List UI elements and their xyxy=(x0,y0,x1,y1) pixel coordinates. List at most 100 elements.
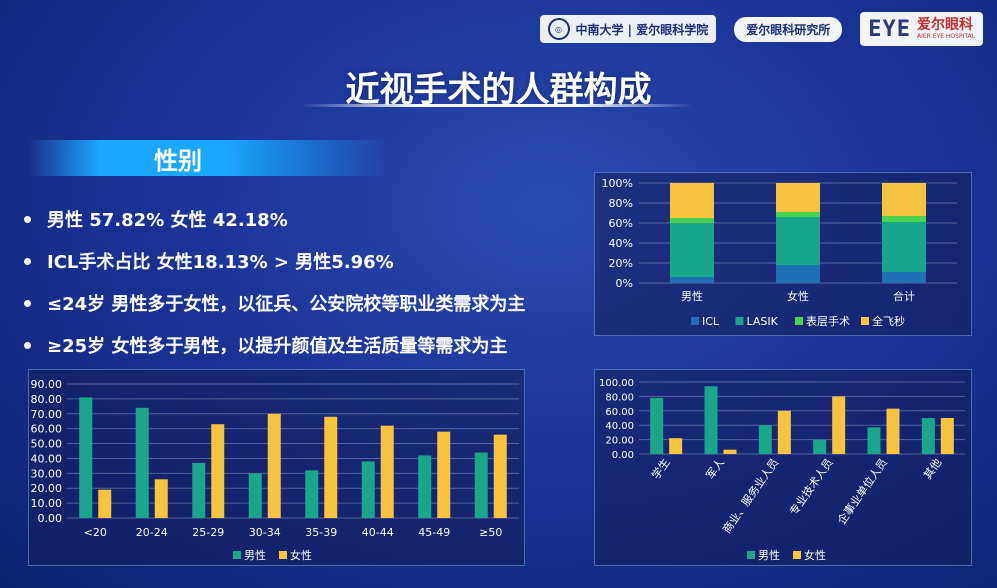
x-tick-label: 军人 xyxy=(704,456,727,481)
x-tick-label: 专业技术人员 xyxy=(786,456,835,518)
section-tag: 性别 xyxy=(28,140,388,176)
legend-swatch xyxy=(279,551,287,559)
csu-logo-text: 中南大学 | 爱尔眼科学院 xyxy=(575,22,709,37)
bar xyxy=(361,461,375,518)
bar-segment xyxy=(882,272,926,283)
x-tick-label: 20-24 xyxy=(136,526,168,539)
legend-swatch xyxy=(233,551,241,559)
x-tick-label: 商业、服务业人员 xyxy=(719,456,781,536)
x-tick-label: 30-34 xyxy=(249,526,281,539)
occupation-gender-bar-chart: 0.00 20.00 40.00 60.00 80.00 100.00 学生 军人商业、服务业… xyxy=(599,378,965,562)
bar-segment xyxy=(670,223,714,277)
y-tick-label: 40% xyxy=(609,237,633,250)
surgery-type-stacked-chart: 0% 20% 40% 60% 80% 100% 男性 女性 合计 ICL LASIK 表层手术 全飞秒 xyxy=(602,177,957,328)
bar-segment xyxy=(882,183,926,216)
csu-logo: ◎ 中南大学 | 爱尔眼科学院 xyxy=(539,15,717,43)
y-tick-label: 40.00 xyxy=(31,452,63,465)
bar xyxy=(886,408,900,454)
legend-label: 男性 xyxy=(244,548,266,562)
bar xyxy=(98,489,112,518)
legend-label: 全飞秒 xyxy=(872,314,905,328)
x-tick-label: 企事业单位人员 xyxy=(834,456,890,527)
y-tick-label: 20% xyxy=(609,257,633,270)
legend-label: 男性 xyxy=(758,548,780,562)
x-tick-label: 学生 xyxy=(649,456,673,482)
bar xyxy=(380,425,394,518)
bar xyxy=(211,424,225,518)
legend-label: LASIK xyxy=(747,315,779,328)
x-tick-label: 45-49 xyxy=(418,526,450,539)
y-tick-label: 0.00 xyxy=(612,450,634,461)
bullet-dot-icon xyxy=(24,341,31,349)
y-tick-label: 70.00 xyxy=(31,408,63,421)
bar xyxy=(79,397,93,518)
x-tick-label: 35-39 xyxy=(305,526,337,539)
aier-en-name: AIER EYE HOSPITAL xyxy=(917,33,975,40)
y-tick-label: 80% xyxy=(609,197,633,210)
surgery-type-chart-panel: 0% 20% 40% 60% 80% 100% 男性 女性 合计 ICL LASIK 表层手术 全飞秒 xyxy=(594,172,972,336)
legend-swatch xyxy=(795,317,803,325)
bar xyxy=(867,427,881,454)
y-tick-label: 60.00 xyxy=(31,423,63,436)
x-tick-label: <20 xyxy=(84,526,107,539)
y-tick-label: 60% xyxy=(609,217,633,230)
eye-mark: EYE xyxy=(868,16,912,42)
bullet-dot-icon xyxy=(24,215,31,223)
bar xyxy=(940,418,954,454)
bar-segment xyxy=(670,183,714,218)
bullet-list: 男性 57.82% 女性 42.18% ICL手术占比 女性18.13% > 男… xyxy=(24,198,584,366)
x-tick-label: 其他 xyxy=(921,456,944,481)
legend-swatch xyxy=(691,317,699,325)
bar xyxy=(474,452,488,518)
y-tick-label: 90.00 xyxy=(31,378,63,391)
bullet-text: 男性 57.82% 女性 42.18% xyxy=(47,210,288,231)
bullet-item: 男性 57.82% 女性 42.18% xyxy=(24,198,584,240)
bar xyxy=(493,434,507,518)
occupation-gender-chart-panel: 0.00 20.00 40.00 60.00 80.00 100.00 学生 军人 商业、服务业… xyxy=(594,369,972,566)
bar xyxy=(723,449,737,454)
y-tick-label: 80.00 xyxy=(31,393,63,406)
aier-cn-name: 爱尔眼科 xyxy=(917,17,974,33)
legend-swatch xyxy=(735,317,744,325)
bar xyxy=(758,425,772,454)
bar-segment xyxy=(882,216,926,222)
y-tick-label: 30.00 xyxy=(31,467,63,480)
institute-logo: 爱尔眼科研究所 xyxy=(734,16,843,42)
bullet-text: ≤24岁 男性多于女性，以征兵、公安院校等职业类需求为主 xyxy=(47,294,526,315)
bar xyxy=(248,473,262,518)
y-tick-label: 40.00 xyxy=(605,421,634,432)
bar-segment xyxy=(776,265,820,283)
bar xyxy=(135,407,149,518)
bar xyxy=(650,397,664,454)
aier-eye-logo: EYE 爱尔眼科 AIER EYE HOSPITAL xyxy=(860,12,983,46)
y-tick-label: 100% xyxy=(602,177,633,190)
bar xyxy=(154,479,168,518)
bar xyxy=(305,470,319,518)
x-tick-label: 合计 xyxy=(893,289,915,303)
bar xyxy=(832,396,846,454)
bar xyxy=(921,418,935,454)
bar xyxy=(267,413,281,518)
bullet-item: ICL手术占比 女性18.13% > 男性5.96% xyxy=(24,240,584,282)
y-tick-label: 100.00 xyxy=(599,378,634,389)
bar-segment xyxy=(670,277,714,283)
bar-segment xyxy=(776,212,820,217)
x-tick-label: 男性 xyxy=(681,289,703,303)
bar xyxy=(437,431,451,518)
bar-segment xyxy=(670,218,714,223)
y-tick-label: 60.00 xyxy=(605,407,634,418)
y-tick-label: 80.00 xyxy=(605,392,634,403)
bar-segment xyxy=(882,222,926,272)
bar xyxy=(813,439,827,454)
bullet-item: ≤24岁 男性多于女性，以征兵、公安院校等职业类需求为主 xyxy=(24,282,584,324)
legend-swatch xyxy=(747,551,755,559)
legend-swatch xyxy=(861,317,869,325)
age-gender-chart-panel: 0.00 10.00 20.00 30.00 40.00 50.00 60.00 70.00 8… xyxy=(28,369,525,566)
legend-label: 女性 xyxy=(804,548,826,562)
section-tag-label: 性别 xyxy=(154,146,202,175)
bar-segment xyxy=(776,217,820,265)
x-tick-label: 40-44 xyxy=(362,526,394,539)
x-tick-label: 女性 xyxy=(787,289,809,303)
bullet-item: ≥25岁 女性多于男性，以提升颜值及生活质量等需求为主 xyxy=(24,324,584,366)
